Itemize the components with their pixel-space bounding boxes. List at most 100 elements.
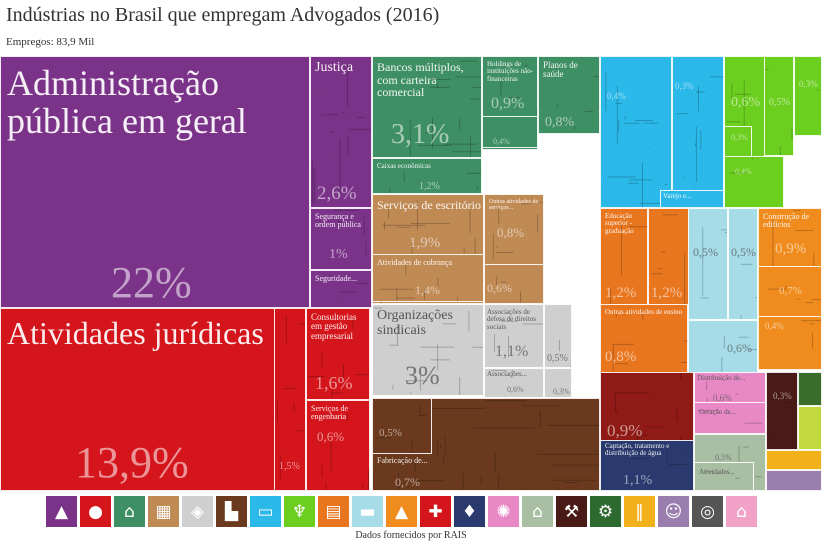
globe-icon[interactable]: ◎	[692, 496, 723, 527]
tile-subdivision-lines	[334, 209, 367, 256]
tile-value: 0,9%	[607, 421, 643, 440]
tile-subdivision-lines	[768, 285, 821, 304]
energy-icon[interactable]: ✺	[488, 496, 519, 527]
people-icon[interactable]: ●	[80, 496, 111, 527]
tile-label: Bancos múltiplos, com carteira comercial	[377, 60, 464, 100]
tile-label: Construção de edifícios	[763, 212, 809, 230]
tile-subdivision-lines	[496, 276, 521, 303]
tile-subdivision-lines	[389, 172, 481, 193]
treemap-tile-dkred03[interactable]: 0,3%	[766, 372, 798, 450]
treemap-small-tile[interactable]	[798, 406, 822, 450]
tile-label: Serviços de escritório	[377, 198, 481, 212]
treemap-tile-lb05b[interactable]: 0,5%	[728, 208, 758, 320]
tile-value: 0,9%	[491, 95, 525, 112]
treemap-tile-eng[interactable]: Serviços de engenharia 0,6%	[306, 400, 370, 491]
tile-subdivision-lines	[704, 471, 740, 479]
treemap-tile-cons[interactable]: Consultorias em gestão empresarial 1,6%	[306, 308, 370, 400]
treemap-tile-lime04[interactable]: 0,4%	[724, 156, 784, 208]
treemap-small-tile[interactable]	[766, 450, 822, 470]
truck-icon[interactable]: ▬	[352, 496, 383, 527]
tile-value: 0,6%	[487, 281, 512, 295]
home-icon[interactable]: ⌂	[726, 496, 757, 527]
treemap-tile-varejo[interactable]: Varejo e...	[660, 190, 724, 208]
treemap-tile-ativ[interactable]: Atividades...	[694, 462, 754, 491]
tile-value: 1,5%	[279, 461, 300, 472]
tile-subdivision-lines	[376, 406, 427, 453]
water-drop-icon[interactable]: ♦	[454, 496, 485, 527]
tile-value: 13,9%	[75, 438, 189, 487]
treemap-tile-planos[interactable]: Planos de saúde 0,8%	[538, 56, 600, 134]
treemap-tile-db05[interactable]: 0,5%	[372, 398, 432, 454]
tile-label: Atividades de cobrança	[377, 258, 453, 267]
treemap-tile-jur[interactable]: Atividades jurídicas 13,9%	[0, 308, 306, 491]
tile-label: Captação, tratamento e distribuição de á…	[605, 442, 670, 458]
treemap-tile-sind[interactable]: Organizações sindicais 3%	[372, 304, 484, 396]
treemap-tile-adm[interactable]: Administração pública em geral 22%	[0, 56, 310, 308]
theater-masks-icon[interactable]: ☺	[658, 496, 689, 527]
tile-value: 0,5%	[547, 353, 568, 364]
treemap-tile-grey03[interactable]: 0,3%	[544, 368, 572, 398]
tractor-icon[interactable]: ⚙	[590, 496, 621, 527]
health-cross-icon[interactable]: ✚	[420, 496, 451, 527]
tile-value: 1,6%	[315, 373, 353, 393]
treemap-tile-cobr[interactable]: Atividades de cobrança 1,4%	[372, 254, 484, 302]
tile-value: 0,9%	[775, 241, 807, 257]
treemap-tile-lb05a[interactable]: 0,5%	[688, 208, 728, 320]
store-icon[interactable]: ▭	[250, 496, 281, 527]
bank-icon[interactable]: ⌂	[114, 496, 145, 527]
tile-value: 1,1%	[495, 343, 529, 360]
tile-label: Outras atividades de serviços...	[489, 199, 538, 212]
treemap-tile-segur[interactable]: Seguridade...	[310, 270, 372, 308]
tile-subdivision-lines	[409, 60, 481, 157]
tile-subdivision-lines	[801, 320, 821, 349]
book-icon[interactable]: ▤	[318, 496, 349, 527]
tile-value: 3%	[405, 361, 440, 390]
house-money-icon[interactable]: ⌂	[522, 496, 553, 527]
office-icon[interactable]: ▦	[148, 496, 179, 527]
treemap-tile-just[interactable]: Justiça 2,6%	[310, 56, 372, 208]
factory-icon[interactable]: ▙	[216, 496, 247, 527]
tile-label: Serviços de engenharia	[311, 404, 349, 422]
tile-value: 0,8%	[545, 115, 575, 130]
tile-value: 22%	[111, 258, 192, 307]
tile-value: 0,3%	[799, 79, 818, 89]
tile-value: 0,7%	[395, 475, 420, 489]
tile-value: 0,6%	[713, 393, 732, 403]
treemap-tile-bancos[interactable]: Bancos múltiplos, com carteira comercial…	[372, 56, 482, 158]
tile-value: 0,6%	[507, 385, 524, 394]
treemap-tile-blue03[interactable]: 0,3%	[672, 56, 724, 208]
treemap-tile-blue04[interactable]: 0,4%	[600, 56, 672, 208]
tile-subdivision-lines	[374, 307, 483, 395]
treemap-tile-green04[interactable]: 0,4%	[482, 116, 538, 148]
treemap-tile-red15[interactable]: 1,5%	[274, 308, 306, 491]
treemap-small-tile[interactable]	[798, 372, 822, 406]
treemap-tile-capt[interactable]: Captação, tratamento e distribuição de á…	[600, 440, 694, 491]
tile-label: Segurança e ordem pública	[315, 212, 361, 230]
tower-icon[interactable]: ♆	[284, 496, 315, 527]
mining-pick-icon[interactable]: ⚒	[556, 496, 587, 527]
tile-subdivision-lines	[676, 76, 723, 207]
tile-subdivision-lines	[491, 369, 513, 378]
treemap-tile-brown06[interactable]: 0,6%	[484, 264, 544, 304]
tile-subdivision-lines	[321, 413, 369, 490]
treemap-tile-seg[interactable]: Segurança e ordem pública 1%	[310, 208, 372, 270]
tile-subdivision-lines	[379, 264, 459, 301]
tile-value: 0,5%	[715, 453, 732, 462]
treemap-tile-assoc[interactable]: Associações... 0,6%	[484, 368, 544, 398]
treemap-tile-caixas[interactable]: Caixas econômicas 1,2%	[372, 158, 482, 194]
cone-icon[interactable]: ▲	[386, 496, 417, 527]
treemap-tile-assocdir[interactable]: Associações de defesa de direitos sociai…	[484, 304, 544, 368]
treemap-tile-lime05[interactable]: 0,5%	[764, 56, 794, 156]
treemap-tile-grey05[interactable]: 0,5%	[544, 304, 572, 368]
box-icon[interactable]: ◈	[182, 496, 213, 527]
tile-value: 0,7%	[779, 285, 802, 297]
government-icon[interactable]: ▲	[46, 496, 77, 527]
treemap-small-tile[interactable]	[766, 470, 822, 491]
tile-value: 0,8%	[605, 349, 637, 365]
treemap-tile-ger[interactable]: Geração de...	[694, 402, 766, 434]
restaurant-icon[interactable]: ‖	[624, 496, 655, 527]
treemap-tile-lime03a[interactable]: 0,3%	[794, 56, 822, 136]
treemap-tile-or04[interactable]: 0,4%	[758, 316, 822, 370]
treemap: Administração pública em geral 22% Justiça…	[0, 56, 822, 491]
tile-value: 1,2%	[651, 285, 683, 301]
